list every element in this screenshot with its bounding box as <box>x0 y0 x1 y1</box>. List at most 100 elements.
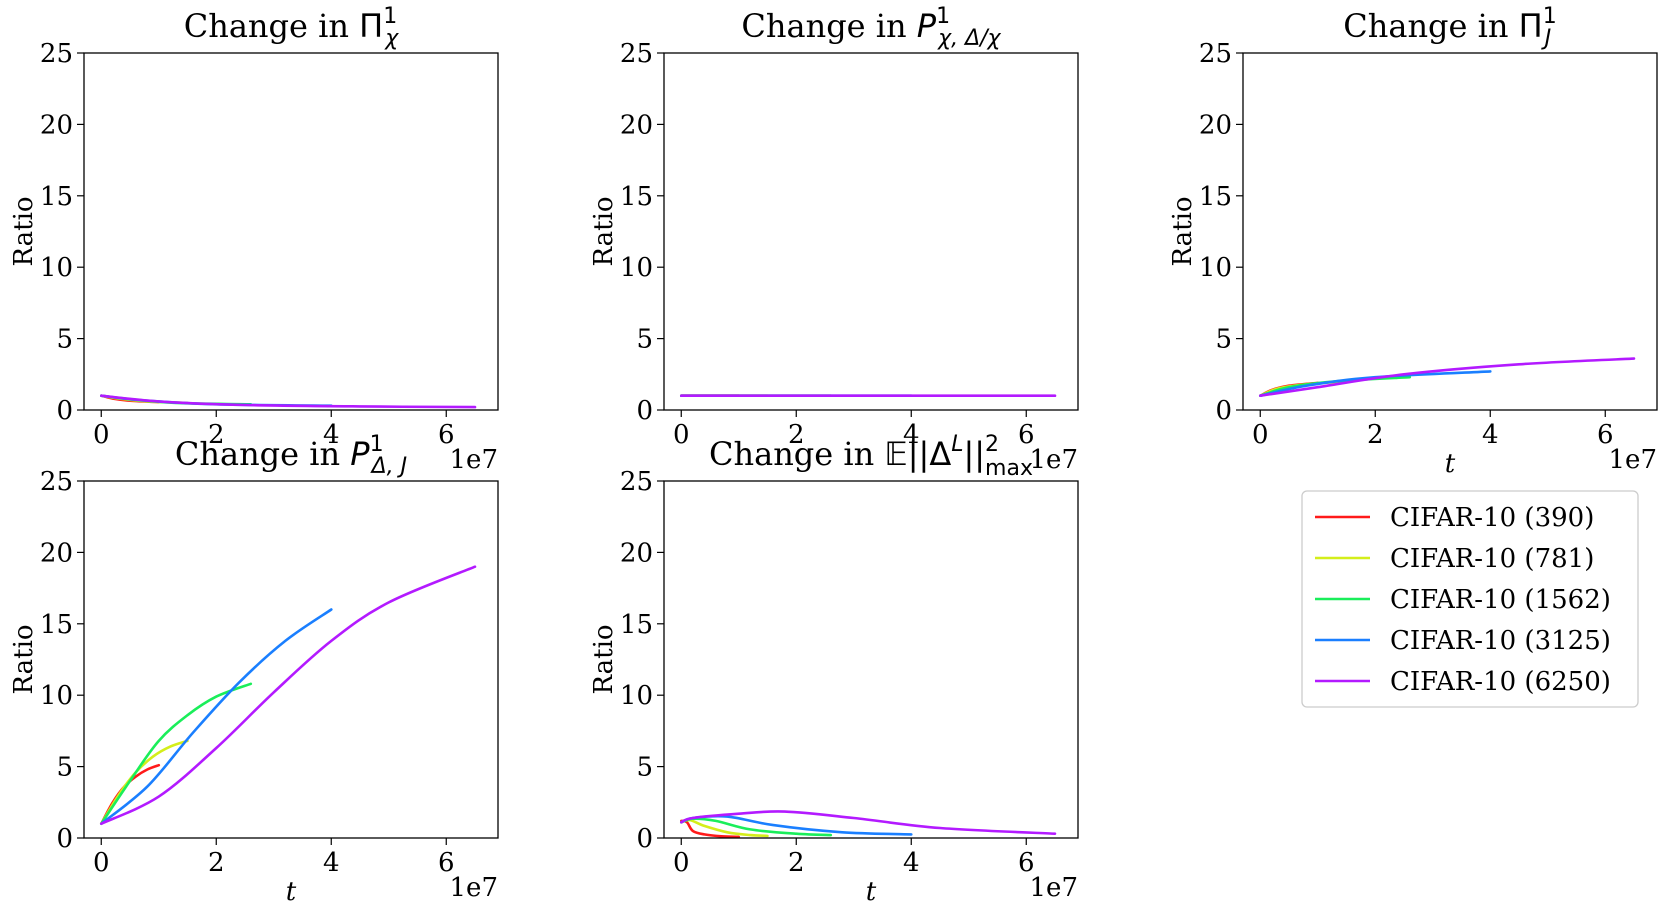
y-tick-label: 25 <box>1199 39 1232 69</box>
x-axis-label: t <box>1445 449 1456 479</box>
title-symbol: 𝔼||Δ <box>884 435 951 473</box>
x-exponent-label: 1e7 <box>450 873 498 903</box>
y-tick-label: 15 <box>1199 182 1232 212</box>
title-prefix: Change in <box>741 7 916 45</box>
series-line-cifar-10-3125- <box>100 608 333 825</box>
chart-title: Change in 𝔼||ΔL||2 max <box>709 432 1033 481</box>
y-tick-label: 20 <box>40 538 73 568</box>
series-group <box>100 565 477 825</box>
x-tick-label: 2 <box>208 420 225 450</box>
axes-frame <box>83 52 499 411</box>
title-subscript: Δ, J <box>370 454 408 479</box>
x-tick-label: 2 <box>1367 420 1384 450</box>
y-tick-label: 0 <box>56 824 73 854</box>
x-exponent-label: 1e7 <box>1030 445 1078 475</box>
y-axis-label: Ratio <box>9 624 39 694</box>
y-tick-label: 20 <box>620 538 653 568</box>
y-axis-label: Ratio <box>589 196 619 266</box>
x-axis-label: t <box>866 877 877 907</box>
title-superscript: 1 <box>370 432 384 457</box>
x-tick-label: 0 <box>673 848 690 878</box>
legend-label: CIFAR-10 (1562) <box>1390 585 1611 615</box>
y-tick-label: 0 <box>56 396 73 426</box>
title-prefix: Change in <box>709 435 884 473</box>
x-tick-label: 0 <box>673 420 690 450</box>
title-superscript-2: 2 <box>985 432 999 457</box>
chart-title: Change in Π1 χ <box>184 4 399 51</box>
x-tick-label: 4 <box>323 420 340 450</box>
y-tick-label: 20 <box>40 110 73 140</box>
title-subscript: χ <box>384 26 399 51</box>
title-subscript: J <box>1541 26 1552 51</box>
x-tick-label: 6 <box>1597 420 1614 450</box>
series-group <box>680 810 1057 838</box>
series-line-cifar-10-390- <box>100 763 161 825</box>
series-line-cifar-10-3125- <box>1259 370 1492 397</box>
series-line-cifar-10-3125- <box>680 814 913 836</box>
series-group <box>1259 357 1636 397</box>
axes-frame <box>83 480 499 839</box>
y-tick-label: 15 <box>40 610 73 640</box>
y-tick-label: 10 <box>1199 253 1232 283</box>
y-tick-label: 25 <box>40 39 73 69</box>
x-tick-label: 6 <box>438 848 455 878</box>
x-tick-label: 6 <box>1018 848 1035 878</box>
legend-box <box>1301 490 1639 708</box>
y-tick-label: 0 <box>636 396 653 426</box>
y-tick-label: 0 <box>636 824 653 854</box>
title-prefix: Change in <box>175 435 350 473</box>
y-tick-label: 0 <box>1215 396 1232 426</box>
y-tick-label: 25 <box>620 467 653 497</box>
title-superscript: 1 <box>936 4 950 29</box>
y-tick-label: 5 <box>56 753 73 783</box>
y-tick-label: 15 <box>40 182 73 212</box>
chart-title: Change in P1 χ, Δ/χ <box>741 4 1001 51</box>
title-prefix: Change in <box>1343 7 1518 45</box>
series-line-cifar-10-6250- <box>100 394 477 409</box>
y-tick-label: 25 <box>40 467 73 497</box>
title-symbol: Π <box>1519 7 1543 45</box>
y-tick-label: 10 <box>40 681 73 711</box>
y-tick-label: 5 <box>636 325 653 355</box>
title-subscript: max <box>985 456 1033 481</box>
series-line-cifar-10-6250- <box>100 565 477 825</box>
legend-label: CIFAR-10 (781) <box>1390 544 1594 574</box>
x-exponent-label: 1e7 <box>450 445 498 475</box>
y-tick-label: 20 <box>1199 110 1232 140</box>
chart-title: Change in P1 Δ, J <box>175 432 407 479</box>
y-tick-label: 5 <box>1215 325 1232 355</box>
x-axis-label: t <box>286 877 297 907</box>
x-tick-label: 0 <box>93 848 110 878</box>
title-superscript: L <box>951 432 963 457</box>
x-tick-label: 2 <box>788 420 805 450</box>
x-tick-label: 6 <box>1018 420 1035 450</box>
x-tick-label: 0 <box>1252 420 1269 450</box>
x-tick-label: 4 <box>903 420 920 450</box>
axes-frame <box>663 480 1079 839</box>
x-tick-label: 2 <box>788 848 805 878</box>
title-mid: || <box>963 435 985 473</box>
x-tick-label: 4 <box>323 848 340 878</box>
y-tick-label: 10 <box>620 681 653 711</box>
y-tick-label: 10 <box>40 253 73 283</box>
legend-label: CIFAR-10 (6250) <box>1390 667 1611 697</box>
y-tick-label: 10 <box>620 253 653 283</box>
title-prefix: Change in <box>184 7 359 45</box>
x-tick-label: 2 <box>208 848 225 878</box>
x-exponent-label: 1e7 <box>1609 445 1657 475</box>
x-tick-label: 0 <box>93 420 110 450</box>
chart-panel-2: 0 2 4 6 0 5 10 15 20 25 1e7 Ratio Change in P1 χ, Δ/χ <box>589 4 1079 475</box>
y-tick-label: 25 <box>620 39 653 69</box>
title-superscript: 1 <box>1543 4 1557 29</box>
x-tick-label: 4 <box>1482 420 1499 450</box>
series-line-cifar-10-6250- <box>680 810 1057 835</box>
x-exponent-label: 1e7 <box>1030 873 1078 903</box>
series-line-cifar-10-390- <box>680 819 741 838</box>
series-line-cifar-10-781- <box>100 739 189 825</box>
title-symbol: P <box>350 435 370 473</box>
y-axis-label: Ratio <box>1168 196 1198 266</box>
axes-frame <box>663 52 1079 411</box>
legend-label: CIFAR-10 (390) <box>1390 503 1594 533</box>
